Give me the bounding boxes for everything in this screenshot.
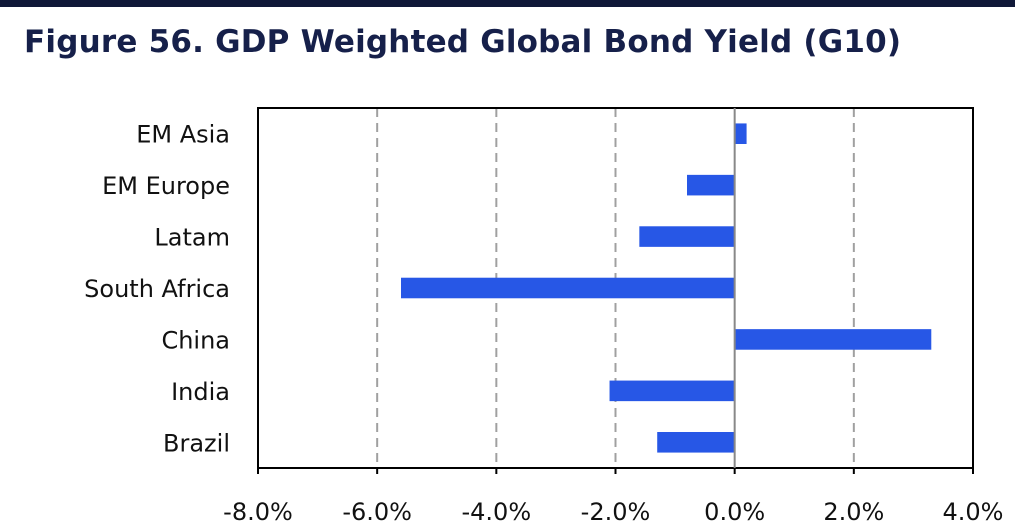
bar [639,226,735,247]
category-label: EM Europe [102,172,230,200]
bar [734,123,747,144]
x-tick-label: -6.0% [342,498,412,526]
category-label: Brazil [163,429,230,457]
category-label: India [171,378,230,406]
category-label: China [161,326,230,354]
x-tick-label: -4.0% [462,498,532,526]
x-tick-label: -8.0% [223,498,293,526]
x-tick-label: 2.0% [823,498,884,526]
category-labels: EM Asia EM Europe Latam South Africa China In… [84,121,230,458]
bar [734,329,932,350]
x-tick-label: -2.0% [581,498,651,526]
bar [401,277,735,299]
x-tick-label: 4.0% [943,498,1004,526]
category-label: South Africa [84,275,230,303]
top-rule [0,0,1015,7]
x-tick-label: 0.0% [704,498,765,526]
bar [687,174,735,196]
bar [609,380,735,402]
category-label: Latam [154,224,230,252]
category-label: EM Asia [136,121,230,149]
x-tick-labels: -8.0% -6.0% -4.0% -2.0% 0.0% 2.0% 4.0% [223,468,1003,526]
figure-title: Figure 56. GDP Weighted Global Bond Yiel… [24,24,902,60]
bar [657,432,735,453]
bars [401,123,932,453]
